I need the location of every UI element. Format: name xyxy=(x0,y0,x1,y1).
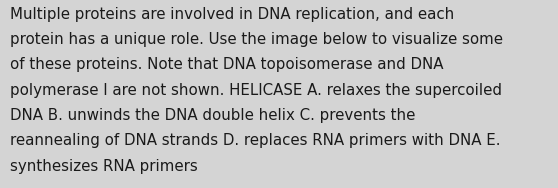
Text: reannealing of DNA strands D. replaces RNA primers with DNA E.: reannealing of DNA strands D. replaces R… xyxy=(10,133,501,149)
Text: Multiple proteins are involved in DNA replication, and each: Multiple proteins are involved in DNA re… xyxy=(10,7,454,22)
Text: of these proteins. Note that DNA topoisomerase and DNA: of these proteins. Note that DNA topoiso… xyxy=(10,57,444,72)
Text: DNA B. unwinds the DNA double helix C. prevents the: DNA B. unwinds the DNA double helix C. p… xyxy=(10,108,415,123)
Text: protein has a unique role. Use the image below to visualize some: protein has a unique role. Use the image… xyxy=(10,32,503,47)
Text: polymerase I are not shown. HELICASE A. relaxes the supercoiled: polymerase I are not shown. HELICASE A. … xyxy=(10,83,502,98)
Text: synthesizes RNA primers: synthesizes RNA primers xyxy=(10,159,198,174)
